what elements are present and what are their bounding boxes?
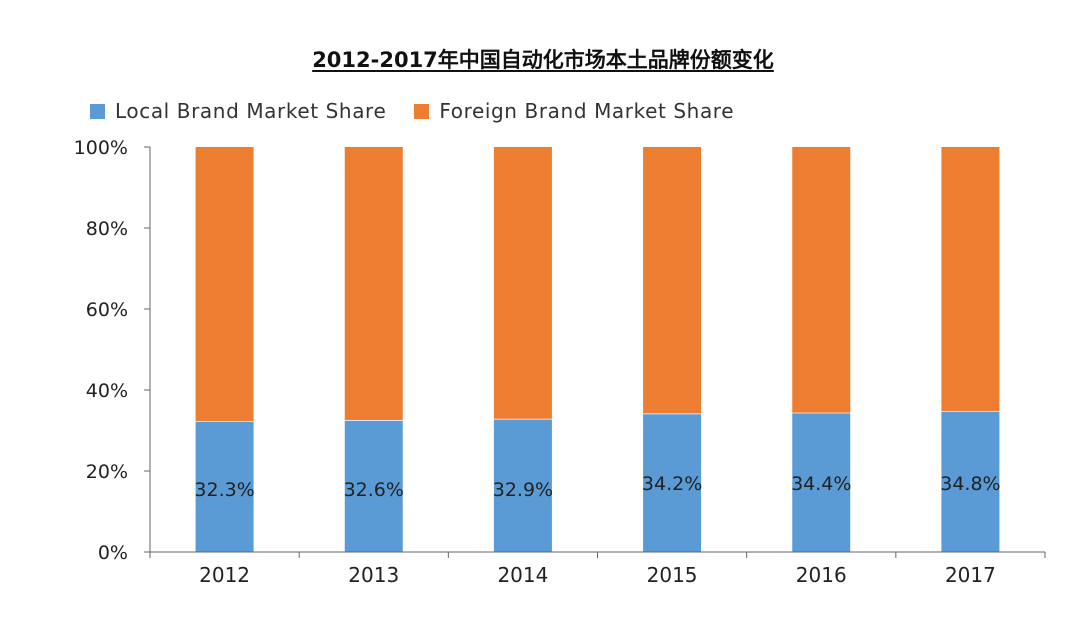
legend-label-foreign: Foreign Brand Market Share bbox=[439, 99, 735, 123]
x-tick-label-2017: 2017 bbox=[945, 563, 996, 587]
y-tick-label-100: 100% bbox=[74, 137, 128, 159]
x-tick-label-2016: 2016 bbox=[796, 563, 847, 587]
bar-foreign-2017 bbox=[941, 147, 1000, 412]
bar-local-2016 bbox=[792, 412, 851, 552]
data-label-2014: 32.9% bbox=[493, 479, 553, 501]
data-label-2012: 32.3% bbox=[194, 479, 254, 501]
bar-foreign-2014 bbox=[493, 147, 552, 419]
bar-foreign-2012 bbox=[195, 147, 254, 422]
bar-foreign-2015 bbox=[643, 147, 702, 414]
y-tick-label-80: 80% bbox=[86, 218, 128, 240]
y-tick-label-40: 40% bbox=[86, 380, 128, 402]
legend-label-local: Local Brand Market Share bbox=[115, 99, 387, 123]
bar-foreign-2013 bbox=[344, 147, 403, 420]
bar-local-2013 bbox=[344, 419, 403, 552]
legend-item-foreign: Foreign Brand Market Share bbox=[414, 99, 734, 123]
bar-local-2017 bbox=[941, 411, 1000, 552]
legend-swatch-local bbox=[90, 103, 105, 119]
legend-item-local: Local Brand Market Share bbox=[90, 99, 386, 123]
bar-foreign-2016 bbox=[792, 147, 851, 413]
chart-title: 2012-2017年中国自动化市场本土品牌份额变化 bbox=[312, 48, 774, 72]
legend-swatch-foreign bbox=[414, 103, 430, 119]
bar-local-2015 bbox=[643, 413, 702, 552]
y-tick-label-0: 0% bbox=[98, 542, 128, 564]
y-tick-label-60: 60% bbox=[86, 299, 128, 321]
y-tick-label-20: 20% bbox=[86, 461, 128, 483]
data-label-2017: 34.8% bbox=[940, 473, 1000, 495]
x-tick-label-2015: 2015 bbox=[647, 563, 698, 587]
bar-local-2014 bbox=[493, 418, 552, 552]
data-label-2015: 34.2% bbox=[642, 473, 702, 495]
data-label-2013: 32.6% bbox=[344, 479, 404, 501]
data-label-2016: 34.4% bbox=[791, 473, 851, 495]
x-tick-label-2014: 2014 bbox=[497, 563, 548, 587]
x-tick-label-2012: 2012 bbox=[199, 563, 250, 587]
chart-legend: Local Brand Market Share Foreign Brand M… bbox=[90, 99, 734, 123]
bar-local-2012 bbox=[195, 421, 254, 552]
x-tick-label-2013: 2013 bbox=[348, 563, 399, 587]
